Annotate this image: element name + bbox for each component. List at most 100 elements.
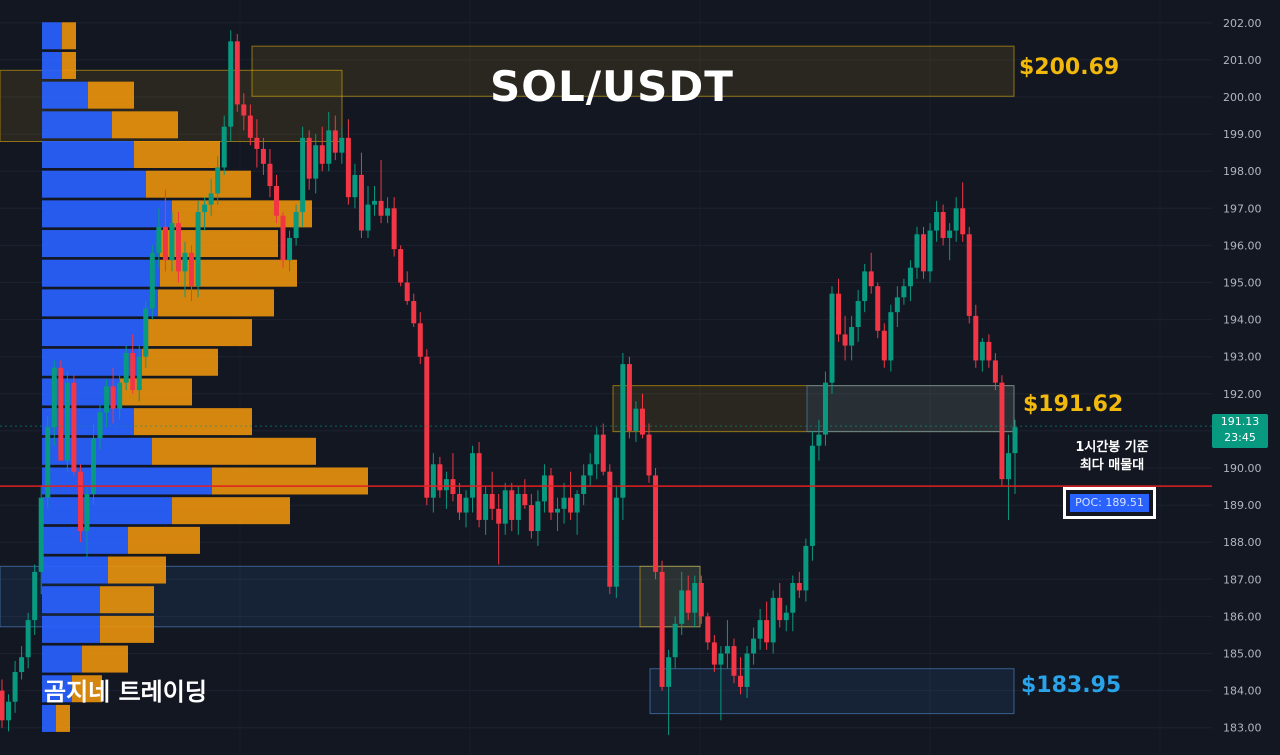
volume-bar-sell: [72, 675, 102, 703]
candle-up: [502, 490, 508, 524]
candle-down: [391, 208, 397, 250]
level-label-mid: $191.62: [1023, 392, 1124, 417]
volume-bar-buy: [42, 497, 172, 525]
current-price: 191.13: [1220, 415, 1260, 428]
candle-up: [620, 364, 626, 498]
volume-bar-sell: [142, 348, 218, 376]
candle-down: [705, 616, 711, 643]
candle-up: [953, 208, 959, 231]
poc-label-box: POC: 189.51: [1063, 487, 1156, 519]
volume-bar-buy: [42, 81, 88, 109]
volume-bar-buy: [42, 170, 146, 198]
price-tick-label: 195.00: [1223, 277, 1262, 290]
candle-down: [600, 434, 606, 472]
candle-down: [842, 334, 848, 346]
volume-bar-buy: [42, 319, 147, 347]
candle-down: [992, 360, 998, 383]
volume-bar-sell: [146, 170, 251, 198]
price-tick-label: 186.00: [1223, 610, 1262, 623]
volume-bar-buy: [42, 141, 134, 169]
candle-down: [764, 620, 770, 643]
candle-down: [319, 145, 325, 164]
candle-up: [888, 312, 894, 361]
candle-down: [522, 493, 528, 506]
price-axis[interactable]: 202.00 201.00 200.00 199.00 198.00 197.00 196.…: [1223, 17, 1262, 735]
candle-down: [653, 475, 659, 572]
candle-up: [38, 497, 44, 572]
candle-down: [77, 471, 83, 532]
candle-down: [698, 583, 704, 617]
candle-down: [247, 115, 253, 138]
candle-up: [947, 230, 953, 238]
candle-up: [385, 208, 391, 216]
candle-up: [587, 464, 593, 476]
volume-bar-buy: [42, 704, 56, 732]
candle-down: [306, 137, 312, 179]
price-tick-label: 202.00: [1223, 17, 1262, 30]
candle-up: [914, 234, 920, 268]
candle-down: [437, 464, 443, 491]
candle-up: [783, 612, 789, 621]
volume-bar-sell: [172, 497, 290, 525]
price-tick-label: 185.00: [1223, 648, 1262, 661]
volume-bar-buy: [42, 645, 82, 673]
candle-up: [692, 583, 698, 613]
candle-up: [594, 434, 600, 465]
price-tick-label: 190.00: [1223, 462, 1262, 475]
candle-down: [881, 330, 887, 361]
candle-down: [273, 186, 279, 216]
volume-bar-sell: [128, 526, 200, 554]
candle-down: [417, 323, 423, 357]
candle-down: [189, 252, 195, 287]
candle-up: [855, 301, 861, 328]
candle-up: [90, 438, 96, 494]
candle-up: [672, 623, 678, 658]
candle-down: [548, 475, 554, 513]
candle-down: [398, 249, 404, 283]
candle-up: [555, 508, 561, 513]
candle-up: [32, 571, 38, 621]
candle-up: [613, 497, 619, 587]
candle-up: [97, 412, 103, 439]
volume-bar-sell: [88, 81, 134, 109]
price-tick-label: 192.00: [1223, 388, 1262, 401]
candle-up: [123, 352, 129, 383]
candle-down: [358, 174, 364, 231]
volume-bar-sell: [62, 22, 76, 50]
candle-down: [999, 382, 1005, 480]
poc-annotation-line2: 최다 매물대: [1079, 458, 1145, 473]
candle-up: [12, 672, 18, 702]
volume-bar-sell: [62, 51, 76, 79]
candle-up: [19, 657, 25, 673]
candle-down: [254, 137, 260, 149]
candle-down: [241, 104, 247, 116]
candle-up: [182, 252, 188, 272]
volume-bar-sell: [82, 645, 128, 673]
volume-bar-buy: [42, 675, 72, 703]
candle-up: [287, 237, 293, 261]
candle-up: [104, 386, 110, 413]
volume-bar-buy: [42, 111, 112, 139]
candle-down: [528, 505, 534, 532]
candle-up: [901, 286, 907, 298]
candle-up: [169, 223, 175, 261]
volume-bar-buy: [42, 615, 100, 643]
candle-up: [535, 501, 541, 532]
candle-up: [293, 212, 299, 238]
volume-bar-buy: [42, 289, 158, 317]
candle-down: [110, 386, 116, 409]
candle-down: [960, 208, 966, 235]
candle-up: [300, 137, 306, 213]
candle-up: [156, 226, 162, 253]
price-tick-label: 199.00: [1223, 128, 1262, 141]
candle-down: [424, 356, 430, 498]
price-tick-label: 194.00: [1223, 314, 1262, 327]
volume-bar-buy: [42, 467, 212, 495]
volume-bar-buy: [42, 259, 160, 287]
volume-bar-sell: [134, 141, 220, 169]
candle-down: [738, 675, 744, 687]
candle-down: [130, 352, 136, 391]
candle-down: [966, 234, 972, 316]
candle-up: [136, 356, 142, 391]
